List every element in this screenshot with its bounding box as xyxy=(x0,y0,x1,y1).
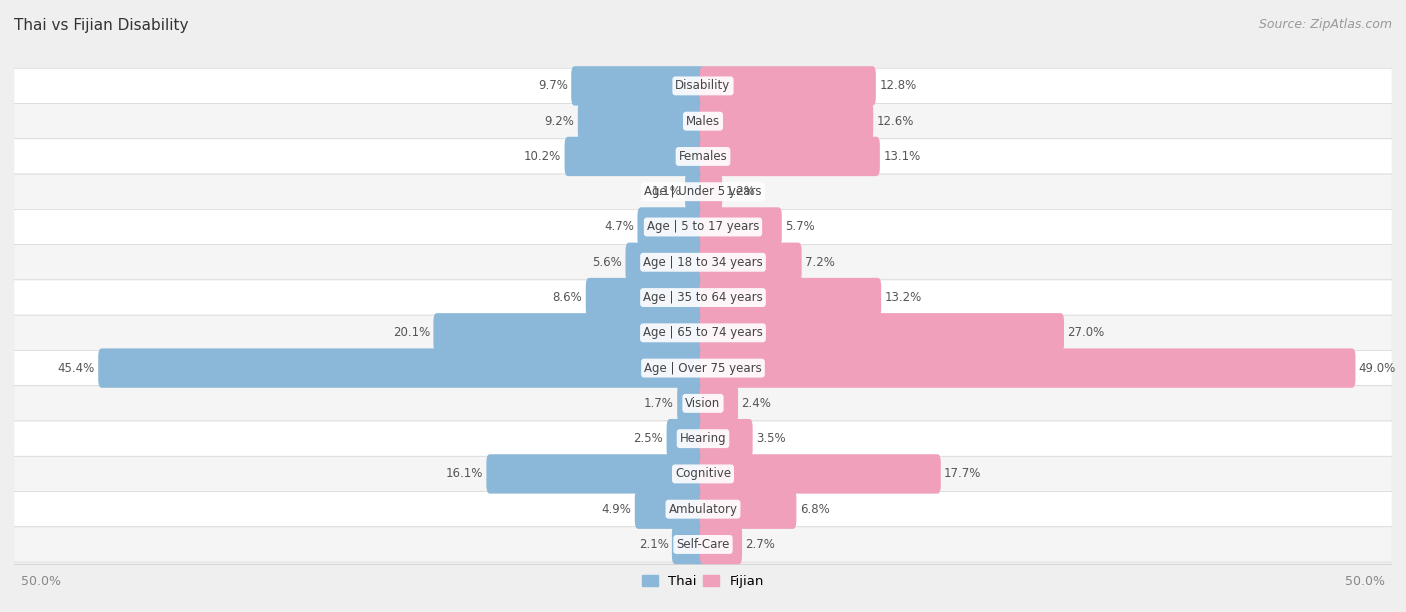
FancyBboxPatch shape xyxy=(14,457,1392,491)
Text: 1.1%: 1.1% xyxy=(652,185,682,198)
Text: Disability: Disability xyxy=(675,80,731,92)
FancyBboxPatch shape xyxy=(700,313,1064,353)
FancyBboxPatch shape xyxy=(637,207,706,247)
FancyBboxPatch shape xyxy=(14,527,1392,562)
FancyBboxPatch shape xyxy=(565,136,706,176)
FancyBboxPatch shape xyxy=(626,242,706,282)
Legend: Thai, Fijian: Thai, Fijian xyxy=(637,569,769,593)
FancyBboxPatch shape xyxy=(700,278,882,317)
FancyBboxPatch shape xyxy=(14,245,1392,280)
Text: 20.1%: 20.1% xyxy=(392,326,430,339)
FancyBboxPatch shape xyxy=(672,524,706,564)
FancyBboxPatch shape xyxy=(14,139,1392,174)
FancyBboxPatch shape xyxy=(700,454,941,494)
Text: Males: Males xyxy=(686,114,720,128)
Text: Hearing: Hearing xyxy=(679,432,727,445)
FancyBboxPatch shape xyxy=(586,278,706,317)
Text: 7.2%: 7.2% xyxy=(806,256,835,269)
FancyBboxPatch shape xyxy=(678,384,706,423)
Text: Age | 18 to 34 years: Age | 18 to 34 years xyxy=(643,256,763,269)
FancyBboxPatch shape xyxy=(700,102,873,141)
Text: Age | 35 to 64 years: Age | 35 to 64 years xyxy=(643,291,763,304)
Text: 13.1%: 13.1% xyxy=(883,150,921,163)
Text: Cognitive: Cognitive xyxy=(675,468,731,480)
Text: 4.9%: 4.9% xyxy=(602,502,631,516)
Text: Females: Females xyxy=(679,150,727,163)
Text: 2.5%: 2.5% xyxy=(634,432,664,445)
Text: 49.0%: 49.0% xyxy=(1358,362,1396,375)
Text: 16.1%: 16.1% xyxy=(446,468,484,480)
Text: 1.7%: 1.7% xyxy=(644,397,673,410)
Text: 2.7%: 2.7% xyxy=(745,538,775,551)
FancyBboxPatch shape xyxy=(700,207,782,247)
FancyBboxPatch shape xyxy=(700,242,801,282)
Text: Source: ZipAtlas.com: Source: ZipAtlas.com xyxy=(1258,18,1392,31)
Text: 5.6%: 5.6% xyxy=(592,256,623,269)
Text: 13.2%: 13.2% xyxy=(884,291,922,304)
FancyBboxPatch shape xyxy=(700,490,796,529)
Text: 9.7%: 9.7% xyxy=(538,80,568,92)
FancyBboxPatch shape xyxy=(578,102,706,141)
Text: Age | 65 to 74 years: Age | 65 to 74 years xyxy=(643,326,763,339)
FancyBboxPatch shape xyxy=(14,421,1392,457)
Text: 9.2%: 9.2% xyxy=(544,114,575,128)
Text: 1.2%: 1.2% xyxy=(725,185,755,198)
FancyBboxPatch shape xyxy=(700,524,742,564)
Text: Age | Over 75 years: Age | Over 75 years xyxy=(644,362,762,375)
Text: 12.8%: 12.8% xyxy=(879,80,917,92)
Text: 17.7%: 17.7% xyxy=(945,468,981,480)
FancyBboxPatch shape xyxy=(14,103,1392,139)
FancyBboxPatch shape xyxy=(571,66,706,106)
Text: Vision: Vision xyxy=(685,397,721,410)
FancyBboxPatch shape xyxy=(685,172,706,211)
Text: 5.7%: 5.7% xyxy=(785,220,815,234)
Text: 2.1%: 2.1% xyxy=(638,538,669,551)
FancyBboxPatch shape xyxy=(14,386,1392,421)
FancyBboxPatch shape xyxy=(14,351,1392,386)
FancyBboxPatch shape xyxy=(14,491,1392,527)
Text: 10.2%: 10.2% xyxy=(524,150,561,163)
FancyBboxPatch shape xyxy=(98,348,706,388)
FancyBboxPatch shape xyxy=(700,384,738,423)
Text: Ambulatory: Ambulatory xyxy=(668,502,738,516)
Text: 45.4%: 45.4% xyxy=(58,362,94,375)
FancyBboxPatch shape xyxy=(14,315,1392,351)
Text: 12.6%: 12.6% xyxy=(876,114,914,128)
FancyBboxPatch shape xyxy=(700,419,752,458)
Text: 4.7%: 4.7% xyxy=(605,220,634,234)
Text: 6.8%: 6.8% xyxy=(800,502,830,516)
FancyBboxPatch shape xyxy=(700,348,1355,388)
Text: 3.5%: 3.5% xyxy=(756,432,786,445)
FancyBboxPatch shape xyxy=(14,209,1392,245)
FancyBboxPatch shape xyxy=(14,174,1392,209)
FancyBboxPatch shape xyxy=(486,454,706,494)
FancyBboxPatch shape xyxy=(700,66,876,106)
FancyBboxPatch shape xyxy=(666,419,706,458)
FancyBboxPatch shape xyxy=(700,136,880,176)
Text: Self-Care: Self-Care xyxy=(676,538,730,551)
Text: 2.4%: 2.4% xyxy=(741,397,772,410)
FancyBboxPatch shape xyxy=(433,313,706,353)
FancyBboxPatch shape xyxy=(14,280,1392,315)
Text: 27.0%: 27.0% xyxy=(1067,326,1105,339)
FancyBboxPatch shape xyxy=(634,490,706,529)
Text: Age | 5 to 17 years: Age | 5 to 17 years xyxy=(647,220,759,234)
FancyBboxPatch shape xyxy=(700,172,723,211)
Text: Age | Under 5 years: Age | Under 5 years xyxy=(644,185,762,198)
Text: 8.6%: 8.6% xyxy=(553,291,582,304)
FancyBboxPatch shape xyxy=(14,69,1392,103)
Text: Thai vs Fijian Disability: Thai vs Fijian Disability xyxy=(14,18,188,34)
